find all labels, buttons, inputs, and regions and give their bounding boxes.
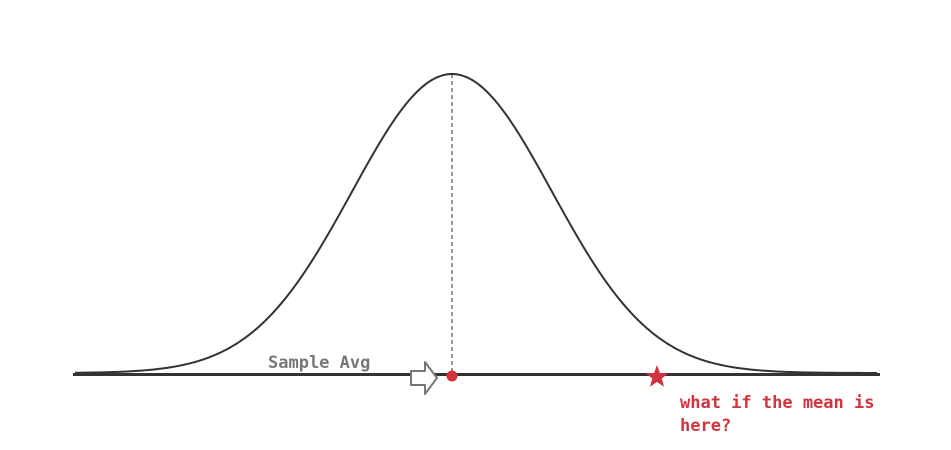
star-icon	[645, 365, 669, 387]
sample-avg-label: Sample Avg	[268, 353, 370, 373]
mean-question-label-line1: what if the mean is	[680, 393, 874, 413]
mean-question-label-line2: here?	[680, 416, 731, 436]
sample-avg-dot	[446, 370, 458, 382]
bell-curve	[74, 73, 877, 374]
right-arrow-icon	[410, 361, 438, 395]
